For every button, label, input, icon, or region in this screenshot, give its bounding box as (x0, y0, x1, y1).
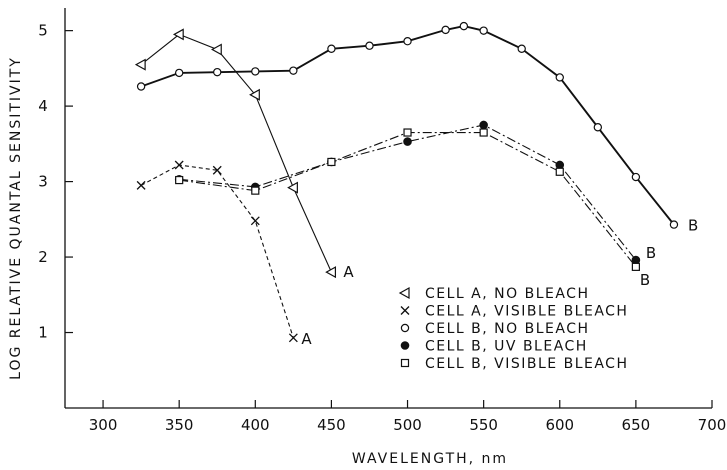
data-point (325, 266, 337, 279)
data-point (251, 186, 260, 195)
data-point (479, 26, 488, 35)
series-end-label: B (640, 271, 650, 289)
legend-marker (400, 341, 410, 350)
series-2: A (136, 160, 312, 348)
x-tick-label: 450 (317, 416, 346, 434)
series-line (140, 164, 294, 338)
legend-marker (400, 358, 410, 368)
data-point (517, 44, 526, 53)
legend-label: CELL B, VISIBLE BLEACH (425, 356, 628, 372)
data-point (134, 58, 146, 71)
data-point (631, 172, 641, 182)
data-point (479, 128, 488, 137)
legend-marker (400, 323, 410, 333)
data-point (210, 43, 222, 56)
data-point (403, 137, 412, 146)
legend-label: CELL A, VISIBLE BLEACH (425, 304, 628, 320)
x-tick-label: 500 (393, 416, 422, 434)
x-tick-label: 400 (241, 416, 270, 434)
series-line (179, 131, 637, 268)
axes (64, 8, 712, 409)
ticks: 300 350 400 450 500 550 600 650 700 1 2 3 4 5 (38, 22, 726, 434)
y-axis-title: LOG RELATIVE QUANTAL SENSITIVITY (8, 56, 24, 380)
legend-label: CELL B, NO BLEACH (425, 321, 590, 337)
data-point (174, 68, 184, 78)
data-point (288, 333, 298, 343)
series-line (140, 33, 332, 273)
x-tick-label: 600 (545, 416, 574, 434)
data-point (555, 160, 565, 170)
data-point (327, 157, 336, 167)
y-tick-label: 4 (38, 97, 48, 115)
x-tick-label: 300 (89, 416, 118, 434)
series-3: B (136, 21, 698, 235)
data-point (631, 262, 640, 271)
data-point (174, 160, 184, 170)
series-5: B (175, 128, 650, 289)
series-4: B (174, 120, 656, 265)
series-end-label: A (343, 263, 354, 281)
data-point (287, 181, 298, 194)
y-tick-label: 5 (38, 22, 48, 40)
data-point (251, 67, 260, 76)
data-point (175, 175, 184, 185)
data-point (479, 120, 488, 130)
series-end-label: B (646, 244, 656, 262)
data-point (669, 220, 679, 229)
data-point (459, 21, 469, 31)
x-tick-label: 650 (622, 416, 651, 434)
data-point (136, 180, 146, 190)
legend-label: CELL B, UV BLEACH (425, 339, 588, 355)
data-point (172, 28, 184, 41)
series-end-label: B (688, 217, 698, 235)
data-point (365, 41, 374, 50)
series-line (140, 25, 675, 226)
series-1: A (134, 28, 354, 281)
legend-label: CELL A, NO BLEACH (425, 286, 589, 302)
series-end-label: A (301, 330, 312, 348)
data-point (249, 88, 260, 101)
y-tick-label: 1 (38, 324, 48, 342)
legend-marker (398, 286, 410, 300)
data-point (555, 73, 564, 82)
data-point (403, 37, 412, 46)
data-point (327, 44, 336, 53)
data-point (593, 123, 603, 132)
y-tick-label: 3 (38, 173, 48, 191)
x-tick-label: 550 (469, 416, 498, 434)
x-tick-label: 350 (165, 416, 194, 434)
x-tick-label: 700 (698, 416, 727, 434)
data-point (403, 128, 412, 137)
data-point (213, 67, 222, 77)
data-point (212, 165, 222, 175)
data-point (289, 66, 298, 75)
data-point (555, 167, 564, 176)
y-tick-label: 2 (38, 248, 48, 266)
legend-marker (400, 306, 410, 315)
data-point (136, 82, 146, 91)
x-axis-title: WAVELENGTH, nm (352, 451, 508, 467)
data-point (441, 25, 450, 35)
data-point (250, 216, 260, 226)
